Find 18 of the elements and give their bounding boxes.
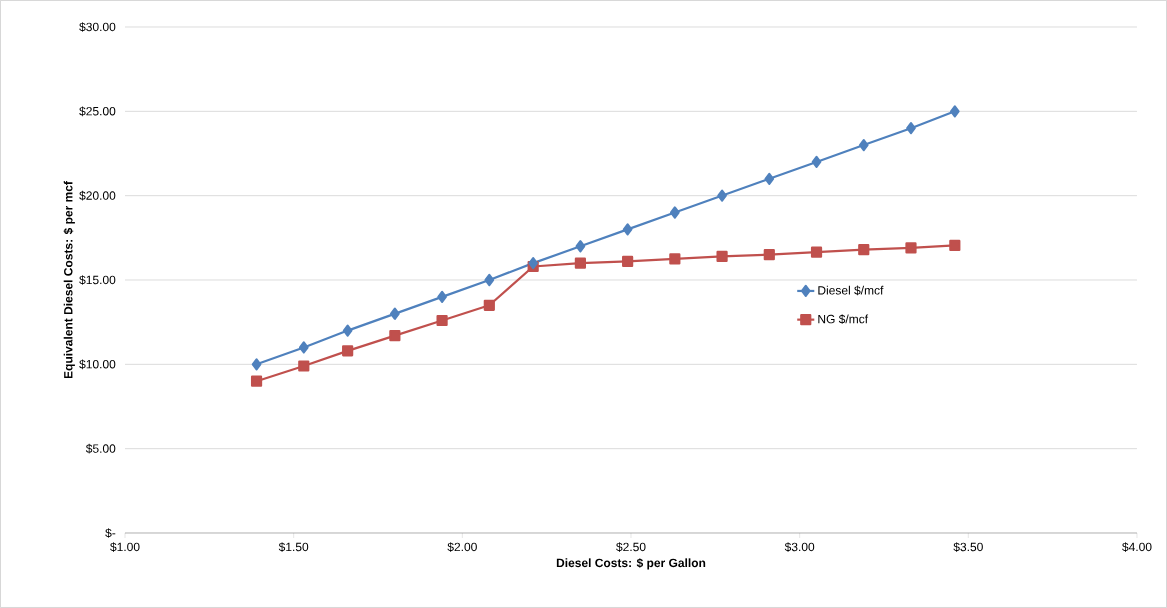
y-tick-label: $5.00 xyxy=(85,443,116,454)
y-axis-title: Equivalent Diesel Costs: $ per mcf xyxy=(63,181,75,379)
legend-label: Diesel $/mcf xyxy=(818,285,884,296)
y-tick-label: $20.00 xyxy=(79,190,116,201)
y-tick-label: $- xyxy=(105,528,116,538)
x-tick-label: $2.50 xyxy=(616,542,646,552)
x-tick-label: $4.00 xyxy=(1122,542,1152,552)
x-tick-label: $1.00 xyxy=(110,542,140,552)
x-tick-label: $1.50 xyxy=(278,542,309,552)
x-tick-label: $2.00 xyxy=(447,542,477,552)
y-tick-label: $15.00 xyxy=(79,275,116,285)
y-tick-label: $10.00 xyxy=(79,359,116,370)
x-axis-title: Diesel Costs: $ per Gallon xyxy=(556,558,706,570)
x-tick-label: $3.00 xyxy=(784,542,815,552)
legend-label: NG $/mcf xyxy=(818,314,869,325)
y-tick-label: $30.00 xyxy=(79,22,116,32)
x-tick-label: $3.50 xyxy=(953,542,983,552)
y-tick-label: $25.00 xyxy=(79,106,116,117)
